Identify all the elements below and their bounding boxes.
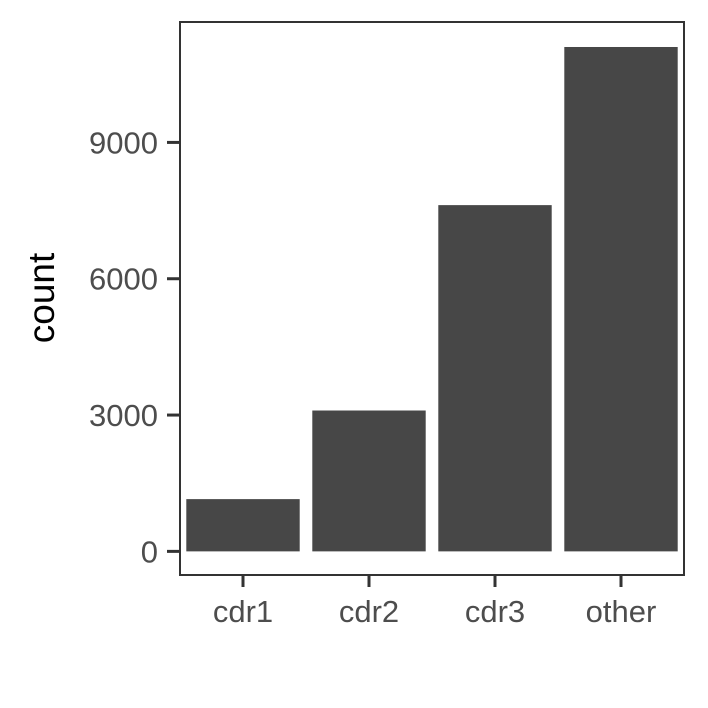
y-axis: 0 3000 6000 9000 — [89, 125, 180, 569]
bars-group — [186, 46, 678, 552]
x-tick-label: cdr2 — [339, 594, 399, 629]
bar-other — [564, 46, 678, 552]
plot-panel-border — [179, 21, 685, 576]
bar-cdr3 — [438, 205, 552, 552]
bar-cdr2 — [312, 410, 426, 552]
x-tick-label: cdr3 — [465, 594, 525, 629]
bar-cdr1 — [186, 499, 300, 552]
x-tick-label: other — [586, 594, 657, 629]
x-tick-label: cdr1 — [213, 594, 273, 629]
y-tick-label: 9000 — [89, 125, 158, 160]
y-tick-label: 6000 — [89, 262, 158, 297]
x-axis: cdr1 cdr2 cdr3 other — [213, 575, 656, 629]
y-tick-label: 0 — [141, 534, 158, 569]
y-axis-title: count — [21, 252, 62, 343]
y-tick-label: 3000 — [89, 398, 158, 433]
